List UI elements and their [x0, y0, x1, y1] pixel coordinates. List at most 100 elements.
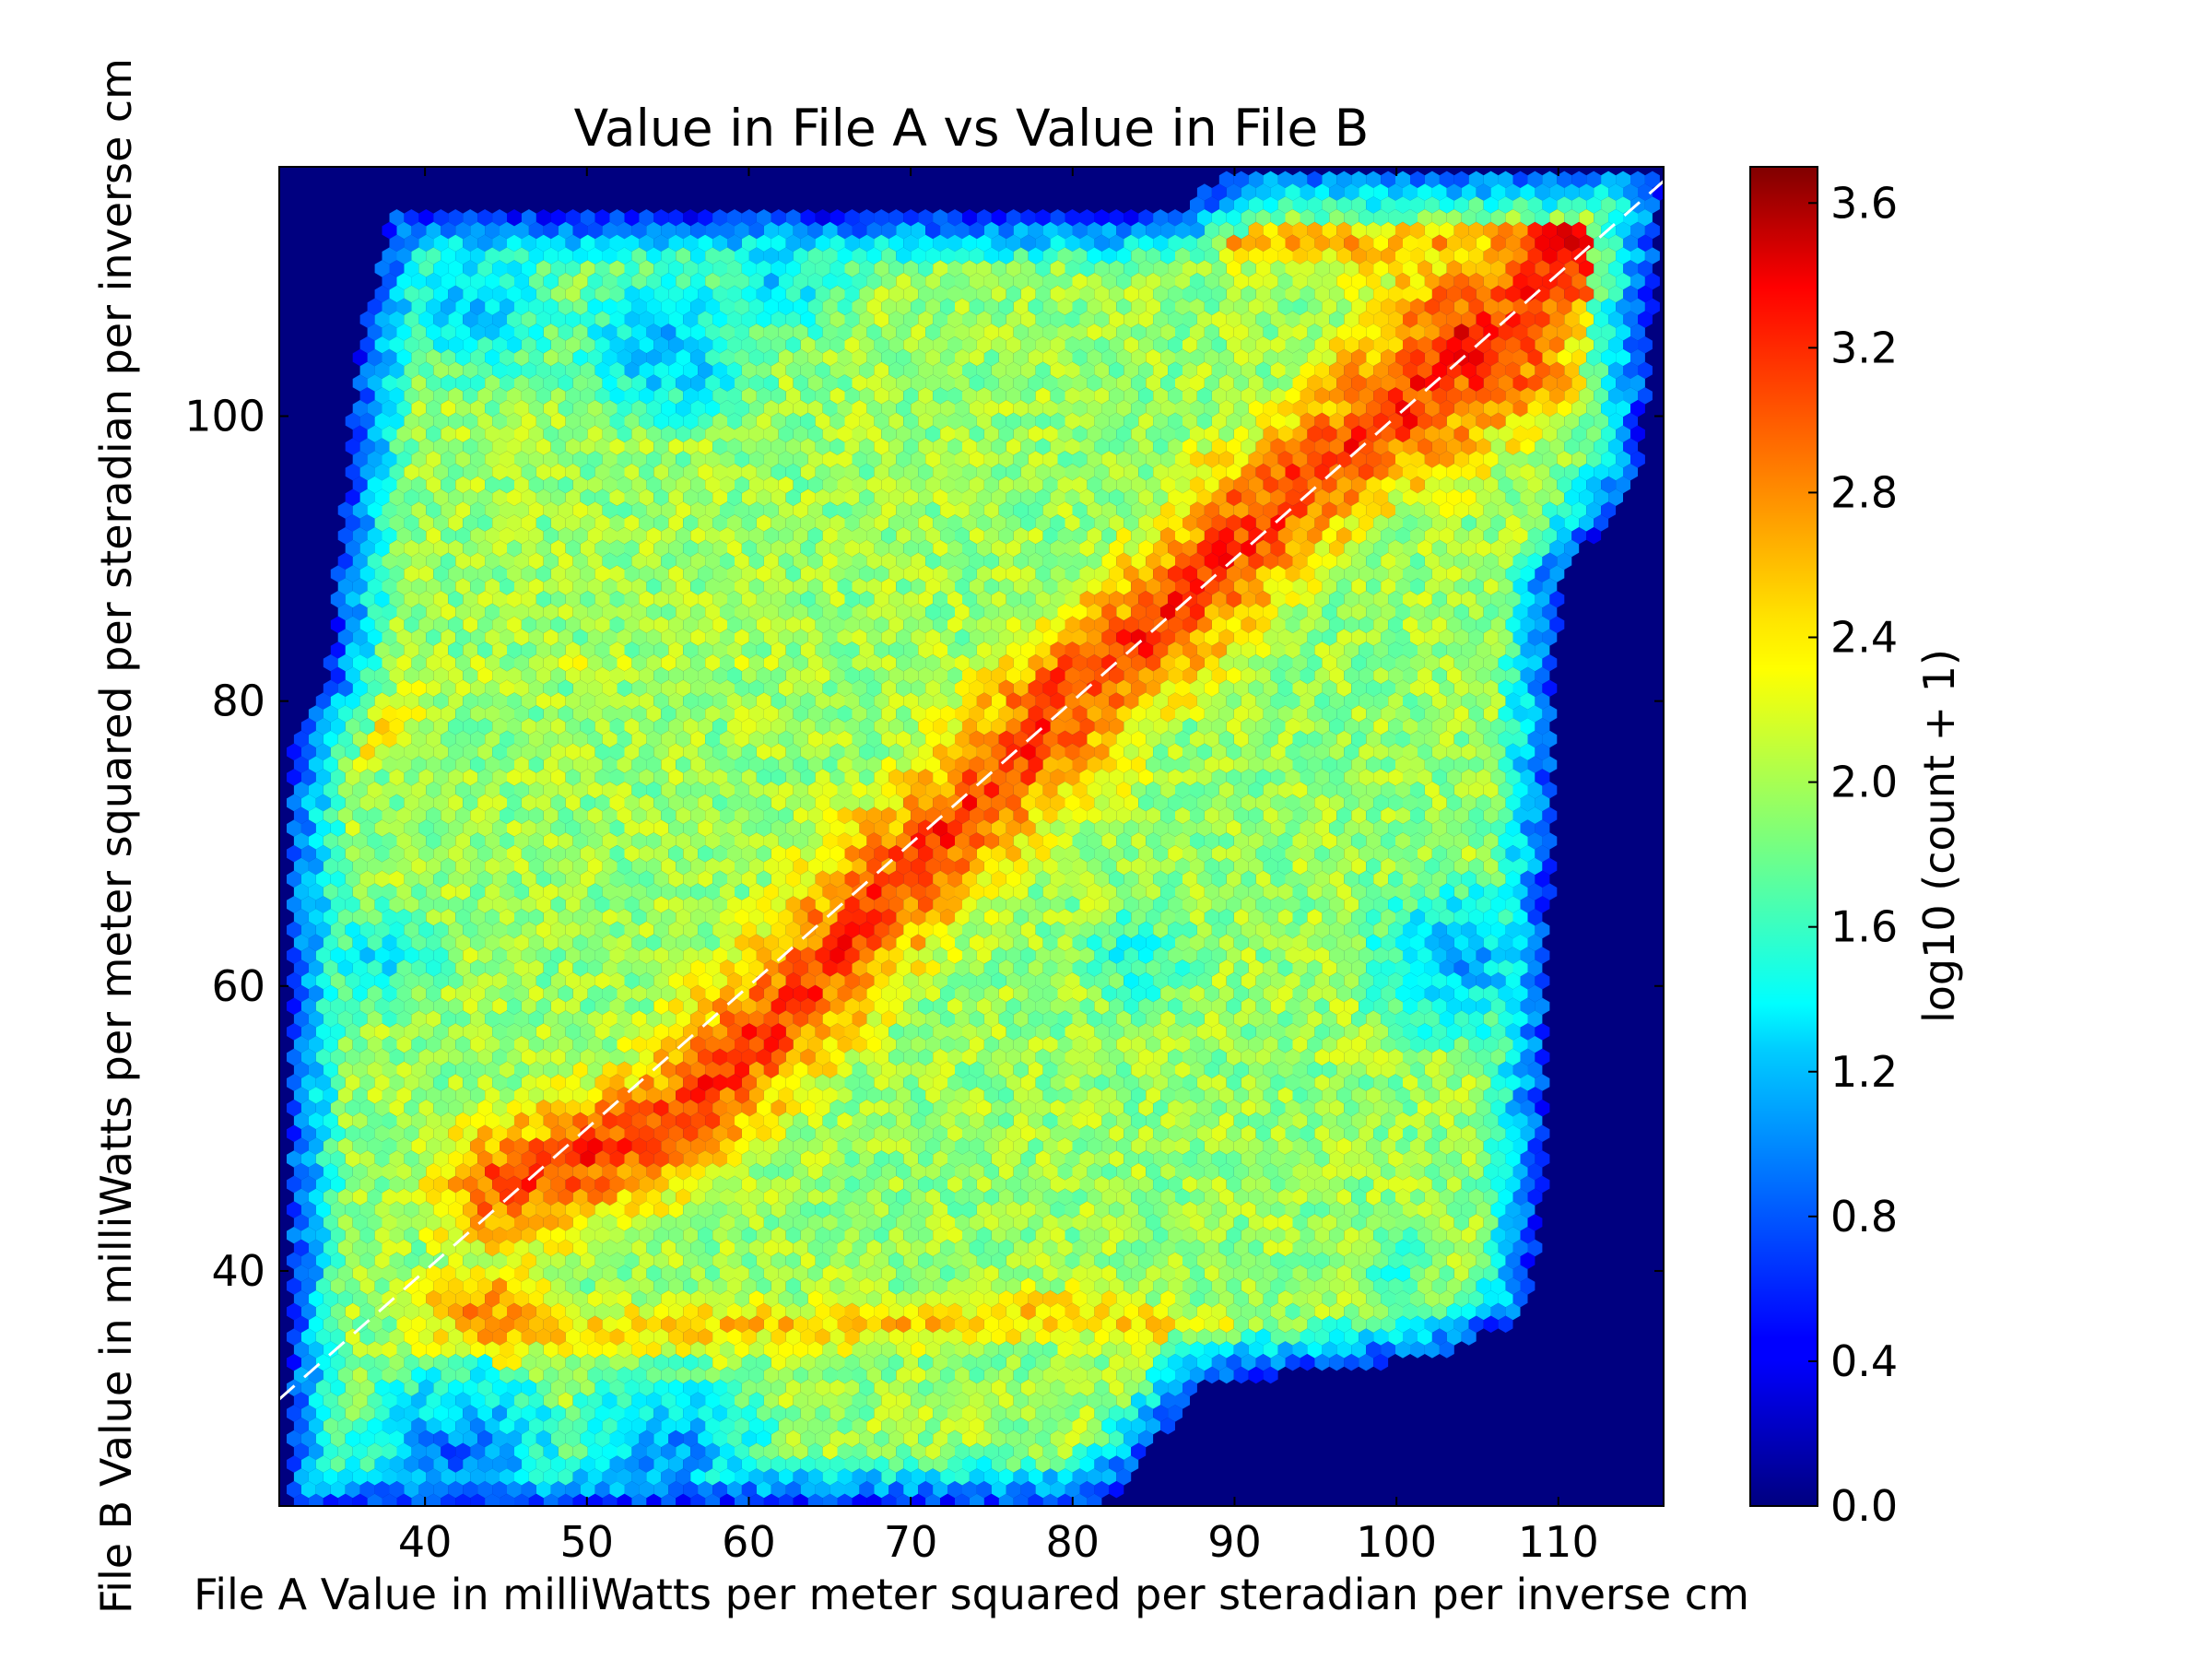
hexbin-cell	[535, 336, 551, 354]
hexbin-cell	[572, 273, 588, 290]
hexbin-cell	[1255, 539, 1271, 558]
hexbin-cell	[1109, 488, 1124, 506]
hexbin-cell	[1542, 425, 1558, 442]
hexbin-cell	[1050, 488, 1065, 506]
hexbin-cell	[940, 400, 955, 418]
hexbin-cell	[1116, 348, 1132, 367]
hexbin-cell	[485, 552, 500, 570]
hexbin-cell	[1057, 527, 1073, 545]
hexbin-cell	[617, 374, 632, 392]
hexbin-cell	[1218, 527, 1234, 545]
hexbin-cell	[918, 488, 934, 506]
hexbin-cell	[514, 603, 529, 621]
hexbin-cell	[411, 324, 427, 341]
hexbin-cell	[1322, 603, 1337, 621]
hexbin-cell	[396, 273, 412, 290]
hexbin-cell	[1241, 311, 1256, 328]
hexbin-cell	[1512, 527, 1528, 545]
hexbin-cell	[793, 603, 808, 621]
hexbin-cell	[1153, 260, 1169, 277]
hexbin-cell	[1109, 311, 1124, 328]
hexbin-cell	[881, 501, 897, 519]
hexbin-cell	[911, 552, 926, 570]
hexbin-cell	[1138, 464, 1154, 481]
hexbin-cell	[426, 298, 441, 315]
hexbin-cell	[1006, 209, 1021, 227]
hexbin-cell	[925, 578, 941, 595]
hexbin-cell	[1329, 361, 1345, 379]
hexbin-cell	[448, 387, 464, 405]
hexbin-cell	[1336, 324, 1352, 341]
hexbin-cell	[668, 387, 684, 405]
hexbin-cell	[969, 629, 984, 646]
hexbin-cell	[587, 324, 603, 341]
hexbin-cell	[631, 603, 647, 621]
hexbin-cell	[1336, 476, 1352, 494]
hexbin-cell	[374, 488, 390, 506]
hexbin-cell	[735, 501, 749, 519]
hexbin-cell	[500, 603, 514, 621]
hexbin-cell	[463, 412, 478, 430]
hexbin-cell	[470, 552, 486, 570]
hexbin-cell	[735, 603, 749, 621]
hexbin-cell	[1190, 324, 1205, 341]
hexbin-cell	[1601, 247, 1617, 265]
hexbin-cell	[925, 501, 941, 519]
hexbin-cell	[1218, 247, 1234, 265]
hexbin-cell	[1381, 273, 1395, 290]
hexbin-cell	[1351, 578, 1367, 595]
hexbin-cell	[543, 374, 559, 392]
hexbin-cell	[1285, 539, 1300, 558]
hexbin-cell	[1270, 464, 1286, 481]
hexbin-cell	[1131, 603, 1147, 621]
hexbin-cell	[793, 374, 808, 392]
hexbin-cell	[1505, 412, 1521, 430]
hexbin-cell	[735, 247, 749, 265]
hexbin-cell	[1138, 616, 1154, 633]
hexbin-cell	[1160, 348, 1175, 367]
hexbin-cell	[1388, 514, 1403, 532]
hexbin-cell	[565, 438, 581, 455]
hexbin-cell	[594, 285, 610, 303]
hexbin-cell	[594, 514, 610, 532]
hexbin-cell	[1638, 183, 1653, 201]
hexbin-cell	[859, 616, 875, 633]
hexbin-cell	[448, 616, 464, 633]
hexbin-cell	[969, 298, 984, 315]
hexbin-cell	[1226, 464, 1241, 481]
hexbin-cell	[587, 501, 603, 519]
hexbin-cell	[1057, 629, 1073, 646]
hexbin-cell	[528, 374, 544, 392]
hexbin-cell	[609, 234, 625, 252]
hexbin-cell	[433, 311, 449, 328]
hexbin-cell	[940, 324, 955, 341]
hexbin-cell	[1373, 234, 1389, 252]
hexbin-cell	[455, 552, 471, 570]
hexbin-cell	[374, 260, 390, 277]
hexbin-cell	[1175, 527, 1190, 545]
hexbin-cell	[881, 552, 897, 570]
hexbin-cell	[374, 565, 390, 582]
hexbin-cell	[903, 311, 919, 328]
hexbin-cell	[426, 501, 441, 519]
hexbin-cell	[683, 514, 699, 532]
hexbin-cell	[1476, 438, 1491, 455]
hexbin-cell	[367, 552, 382, 570]
hexbin-cell	[558, 552, 573, 570]
hexbin-cell	[1314, 361, 1330, 379]
hexbin-cell	[1366, 603, 1382, 621]
hexbin-cell	[639, 514, 654, 532]
hexbin-cell	[1006, 591, 1021, 608]
hexbin-cell	[646, 451, 662, 468]
hexbin-cell	[1248, 171, 1264, 188]
hexbin-cell	[1424, 527, 1440, 545]
hexbin-cell	[1101, 527, 1117, 545]
hexbin-cell	[830, 387, 845, 405]
hexbin-cell	[903, 209, 919, 227]
hexbin-cell	[1307, 196, 1323, 214]
hexbin-cell	[1329, 285, 1345, 303]
hexbin-cell	[646, 501, 662, 519]
hexbin-cell	[1116, 425, 1132, 442]
hexbin-cell	[962, 234, 977, 252]
hexbin-cell	[1042, 400, 1058, 418]
